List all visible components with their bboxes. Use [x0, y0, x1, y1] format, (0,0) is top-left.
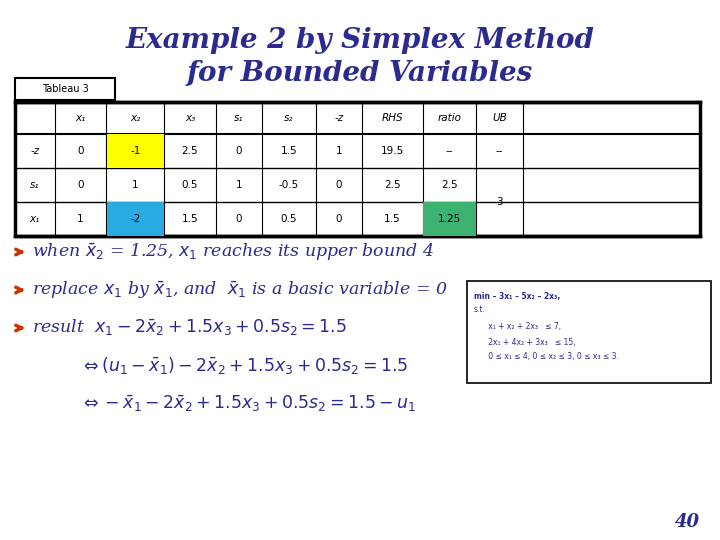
Text: 0: 0	[336, 180, 342, 190]
Text: x₁: x₁	[76, 113, 86, 123]
Text: -1: -1	[130, 146, 140, 156]
Text: 0: 0	[235, 214, 242, 224]
Text: Example 2 by Simplex Method: Example 2 by Simplex Method	[125, 26, 595, 53]
Text: 1.25: 1.25	[438, 214, 461, 224]
Text: 0.5: 0.5	[181, 180, 198, 190]
Text: RHS: RHS	[382, 113, 403, 123]
Text: s.t.: s.t.	[474, 306, 486, 314]
Text: result  $x_1 - 2\bar{x}_2 + 1.5x_3 + 0.5s_2 = 1.5$: result $x_1 - 2\bar{x}_2 + 1.5x_3 + 0.5s…	[32, 318, 347, 338]
Text: x₃: x₃	[185, 113, 195, 123]
Text: $\Leftrightarrow -\bar{x}_1 - 2\bar{x}_2 + 1.5x_3 + 0.5s_2 = 1.5 - u_1$: $\Leftrightarrow -\bar{x}_1 - 2\bar{x}_2…	[80, 394, 416, 414]
Text: replace $x_1$ by $\bar{x}_1$, and  $\bar{x}_1$ is a basic variable = 0: replace $x_1$ by $\bar{x}_1$, and $\bar{…	[32, 279, 448, 301]
Text: s₂: s₂	[284, 113, 294, 123]
Text: when $\bar{x}_2$ = 1.25, $x_1$ reaches its upper bound 4: when $\bar{x}_2$ = 1.25, $x_1$ reaches i…	[32, 241, 434, 263]
Text: 2x₁ + 4x₂ + 3x₃   ≤ 15,: 2x₁ + 4x₂ + 3x₃ ≤ 15,	[474, 338, 575, 347]
Text: $\Leftrightarrow (u_1 - \bar{x}_1) - 2\bar{x}_2 + 1.5x_3 + 0.5s_2 = 1.5$: $\Leftrightarrow (u_1 - \bar{x}_1) - 2\b…	[80, 355, 408, 376]
Text: 2.5: 2.5	[441, 180, 458, 190]
Text: 2.5: 2.5	[384, 180, 401, 190]
FancyBboxPatch shape	[467, 281, 711, 383]
Bar	[107, 202, 164, 236]
Text: 0: 0	[336, 214, 342, 224]
Text: 1: 1	[77, 214, 84, 224]
Text: 1: 1	[132, 180, 138, 190]
Text: 1: 1	[235, 180, 243, 190]
Text: 2.5: 2.5	[181, 146, 198, 156]
Text: 0: 0	[77, 180, 84, 190]
Bar	[15, 102, 700, 236]
Bar	[423, 202, 475, 236]
Text: UB: UB	[492, 113, 507, 123]
FancyBboxPatch shape	[15, 78, 115, 100]
Text: --: --	[446, 146, 453, 156]
Text: x₁: x₁	[30, 214, 40, 224]
Text: s₁: s₁	[30, 180, 40, 190]
Text: -0.5: -0.5	[279, 180, 299, 190]
Text: 0: 0	[235, 146, 242, 156]
Text: 40: 40	[675, 513, 700, 531]
Text: 1.5: 1.5	[384, 214, 401, 224]
Text: x₂: x₂	[130, 113, 140, 123]
Text: 1.5: 1.5	[281, 146, 297, 156]
Bar	[107, 134, 164, 168]
Text: 0: 0	[77, 146, 84, 156]
Text: for Bounded Variables: for Bounded Variables	[187, 60, 533, 87]
Text: --: --	[495, 146, 503, 156]
Text: min – 3x₁ – 5x₂ – 2x₃,: min – 3x₁ – 5x₂ – 2x₃,	[474, 292, 560, 300]
Text: 0.5: 0.5	[281, 214, 297, 224]
Text: s₁: s₁	[234, 113, 244, 123]
Text: -z: -z	[30, 146, 40, 156]
Text: 1.5: 1.5	[181, 214, 198, 224]
Text: ratio: ratio	[437, 113, 462, 123]
Text: 3: 3	[496, 197, 503, 207]
Text: Tableau 3: Tableau 3	[42, 84, 89, 94]
Text: -z: -z	[334, 113, 343, 123]
Text: 1: 1	[336, 146, 342, 156]
Text: x₁ + x₂ + 2x₃   ≤ 7,: x₁ + x₂ + 2x₃ ≤ 7,	[474, 322, 561, 332]
Text: 19.5: 19.5	[381, 146, 404, 156]
Text: 0 ≤ x₁ ≤ 4, 0 ≤ x₂ ≤ 3, 0 ≤ x₃ ≤ 3.: 0 ≤ x₁ ≤ 4, 0 ≤ x₂ ≤ 3, 0 ≤ x₃ ≤ 3.	[474, 353, 619, 361]
Text: -2: -2	[130, 214, 140, 224]
